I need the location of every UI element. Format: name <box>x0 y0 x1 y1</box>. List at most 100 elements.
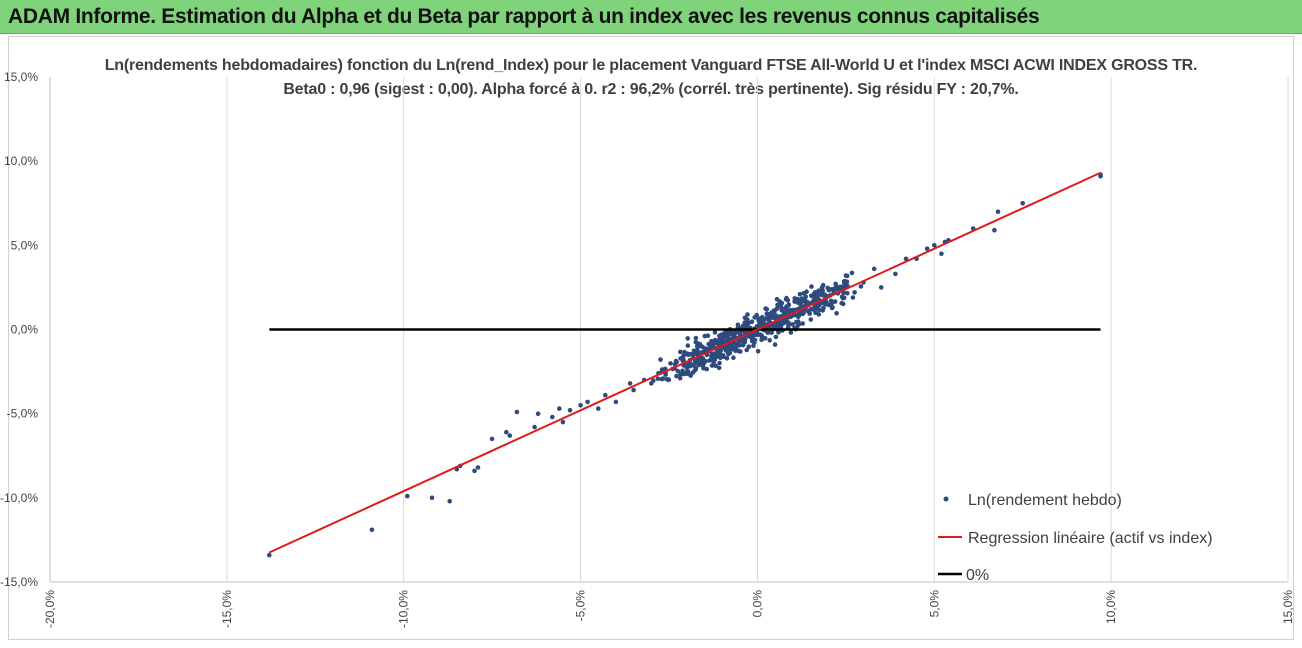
data-points <box>267 172 1103 558</box>
data-point <box>800 321 805 326</box>
data-point <box>845 290 850 296</box>
data-point <box>613 399 619 405</box>
data-point <box>764 311 770 317</box>
x-axis-ticks: -20,0% -15,0% -10,0% -5,0% 0,0% 5,0% 10,0% 15,0… <box>43 590 1295 628</box>
data-point <box>703 358 708 364</box>
data-point <box>567 408 573 413</box>
data-point <box>776 330 781 335</box>
y-tick-label: -5,0% <box>7 407 39 421</box>
x-tick-label: -10,0% <box>397 590 411 628</box>
data-point <box>475 465 481 470</box>
data-point <box>688 363 693 368</box>
data-point <box>795 296 800 302</box>
y-tick-label: 10,0% <box>4 154 38 168</box>
data-point <box>832 299 838 304</box>
data-point <box>668 361 673 366</box>
y-tick-label: 5,0% <box>11 238 39 252</box>
data-point <box>631 387 636 393</box>
data-point <box>769 330 774 335</box>
data-point <box>841 295 846 301</box>
data-point <box>695 347 700 353</box>
data-point <box>658 357 663 362</box>
data-point <box>429 495 435 501</box>
data-point <box>767 338 772 343</box>
data-point <box>751 339 757 345</box>
regression-line <box>268 171 1101 554</box>
data-point <box>826 302 832 308</box>
data-point <box>924 246 930 251</box>
chart-subtitle: Beta0 : 0,96 (sigest : 0,00). Alpha forc… <box>283 81 1019 98</box>
data-point <box>678 349 683 355</box>
data-point <box>784 295 789 301</box>
y-tick-label: 0,0% <box>11 323 39 337</box>
data-point <box>672 362 678 367</box>
data-point <box>797 291 803 297</box>
data-point <box>811 306 817 312</box>
data-point <box>840 301 846 307</box>
legend-label-zero: 0% <box>966 567 989 584</box>
chart-frame <box>8 36 1294 640</box>
chart-title: Ln(rendements hebdomadaires) fonction du… <box>104 57 1198 74</box>
data-point <box>759 337 764 343</box>
data-point <box>802 298 807 303</box>
data-point <box>803 294 808 299</box>
data-point <box>535 411 541 417</box>
data-point <box>779 306 785 312</box>
x-tick-label: -20,0% <box>43 590 57 628</box>
data-point <box>715 354 720 359</box>
data-point <box>560 419 566 425</box>
data-point <box>745 312 750 317</box>
data-point <box>685 336 690 341</box>
data-point <box>803 301 809 307</box>
data-point <box>707 358 712 363</box>
x-tick-label: 10,0% <box>1104 590 1118 624</box>
x-tick-label: 0,0% <box>750 590 764 618</box>
data-point <box>903 256 909 262</box>
data-point <box>858 284 864 289</box>
data-point <box>649 381 654 386</box>
data-point <box>655 376 661 382</box>
data-point <box>809 284 814 289</box>
data-point <box>693 335 699 341</box>
data-point <box>507 433 513 438</box>
data-point <box>705 333 711 339</box>
data-point <box>685 352 691 358</box>
data-point <box>992 227 997 233</box>
data-point <box>725 336 730 341</box>
data-point <box>821 305 826 311</box>
data-point <box>504 429 509 435</box>
data-point <box>760 314 765 320</box>
data-point <box>932 243 937 248</box>
data-point <box>746 344 752 350</box>
data-point <box>677 375 683 381</box>
x-tick-label: 5,0% <box>927 590 941 618</box>
data-point <box>712 330 718 335</box>
data-point <box>695 341 701 346</box>
data-point <box>820 288 825 294</box>
data-point <box>807 311 812 316</box>
data-point <box>766 317 771 322</box>
data-point <box>447 498 453 504</box>
data-point <box>829 305 835 311</box>
data-point <box>716 365 722 371</box>
legend-label-points: Ln(rendement hebdo) <box>968 492 1122 509</box>
data-point <box>684 365 690 371</box>
data-point <box>715 340 720 346</box>
data-point <box>814 291 819 296</box>
data-point <box>709 339 714 344</box>
y-tick-label: 15,0% <box>4 70 38 84</box>
y-tick-label: -10,0% <box>0 491 38 505</box>
data-point <box>722 330 727 336</box>
data-point <box>834 311 839 316</box>
data-point <box>893 271 898 277</box>
data-point <box>718 335 723 340</box>
data-point <box>603 392 608 398</box>
data-point <box>773 334 779 340</box>
data-point <box>826 288 832 293</box>
legend-marker-points <box>943 496 949 502</box>
data-point <box>755 349 761 354</box>
data-point <box>489 436 495 442</box>
y-axis-ticks: -15,0% -10,0% -5,0% 0,0% 5,0% 10,0% 15,0% <box>0 70 38 589</box>
data-point <box>780 319 785 325</box>
data-point <box>752 315 757 320</box>
